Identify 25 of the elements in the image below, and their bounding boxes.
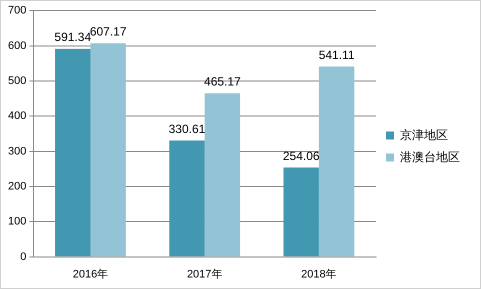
bar (318, 66, 354, 256)
legend-label: 港澳台地区 (400, 150, 460, 164)
y-tick-label: 100 (8, 216, 26, 228)
data-label: 465.17 (204, 74, 242, 89)
y-tick-label: 600 (8, 40, 26, 52)
bar (90, 43, 126, 256)
y-tick-label: 500 (8, 74, 26, 87)
bar (283, 167, 319, 256)
y-tick-label: 0 (20, 250, 26, 263)
data-label: 330.61 (168, 122, 206, 136)
y-tick-label: 400 (8, 110, 26, 122)
legend-label: 京津地区 (400, 128, 448, 142)
y-tick-label: 700 (8, 4, 26, 17)
bar (169, 140, 205, 256)
data-label: 607.17 (90, 24, 127, 39)
x-tick-label: 2017年 (186, 268, 222, 280)
x-tick-label: 2016年 (72, 268, 108, 280)
bar (55, 48, 90, 256)
data-label: 254.06 (282, 148, 320, 163)
y-tick-label: 200 (8, 180, 26, 192)
x-tick-label: 2018年 (301, 268, 337, 280)
y-tick-label: 300 (8, 145, 26, 158)
data-label: 541.11 (318, 48, 355, 62)
bar (204, 93, 240, 256)
data-label: 591.34 (54, 30, 92, 44)
